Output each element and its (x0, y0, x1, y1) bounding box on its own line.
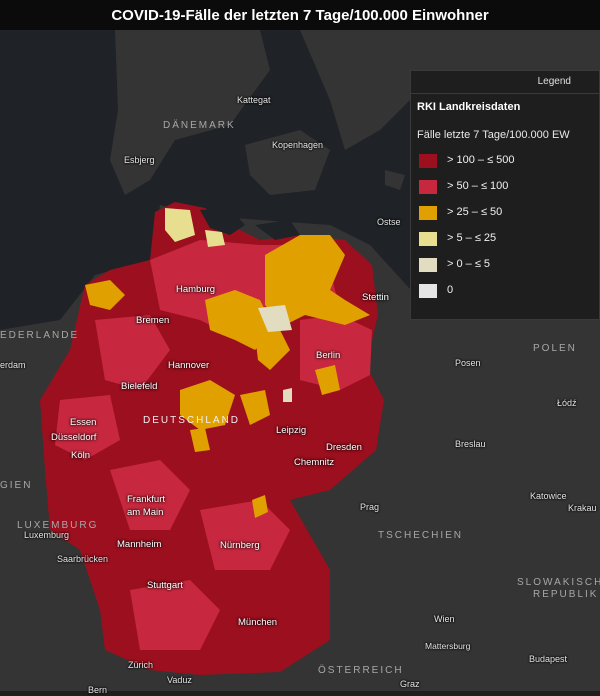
label-stettin: Stettin (362, 292, 389, 303)
legend-item-label: > 25 – ≤ 50 (447, 206, 503, 218)
region-mid-south (200, 500, 290, 570)
label-frankfurt: Frankfurt (127, 494, 166, 505)
label-chemnitz: Chemnitz (294, 457, 335, 468)
region-pale-center (283, 388, 292, 402)
legend-layer-title: RKI Landkreisdaten (417, 101, 521, 113)
label-muenchen: München (238, 617, 278, 628)
label-amsterdam: erdam (0, 360, 26, 370)
region-low-east (255, 330, 290, 370)
label-graz: Graz (400, 679, 420, 689)
bay-luebeck (255, 220, 300, 240)
map-title: COVID-19-Fälle der letzten 7 Tage/100.00… (111, 7, 489, 24)
label-mannheim: Mannheim (117, 539, 162, 550)
label-bremen: Bremen (136, 315, 170, 326)
label-breslau: Breslau (455, 439, 486, 449)
bay-kiel (200, 208, 245, 235)
label-polen: POLEN (533, 343, 577, 354)
label-zuerich: Zürich (128, 660, 154, 670)
legend-item: 0 (417, 281, 597, 301)
label-duesseldorf: Düsseldorf (51, 432, 97, 443)
legend-item-label: > 50 – ≤ 100 (447, 180, 509, 192)
legend-item: > 0 – ≤ 5 (417, 255, 597, 275)
label-belgien: GIEN (0, 480, 33, 491)
label-ostsee: Ostse (377, 217, 401, 227)
legend-subtitle: Fälle letzte 7 Tage/100.000 EW (417, 129, 570, 141)
legend-swatch (419, 154, 437, 168)
legend-swatch (419, 232, 437, 246)
label-hannover: Hannover (168, 360, 210, 371)
label-saarbruecken: Saarbrücken (57, 554, 109, 564)
label-republik: REPUBLIK (533, 589, 599, 600)
label-katowice: Katowice (530, 491, 567, 501)
legend-header[interactable]: Legend (411, 71, 599, 94)
legend-item-label: 0 (447, 284, 454, 296)
region-mid-center (110, 460, 190, 530)
region-mid-west (95, 315, 170, 390)
region-low-south (252, 495, 268, 518)
label-nuernberg: Nürnberg (220, 540, 260, 551)
label-hamburg: Hamburg (176, 284, 216, 295)
region-mid-bavaria (130, 580, 220, 650)
label-wien: Wien (434, 614, 455, 624)
region-low-harz (180, 380, 235, 430)
label-luxemburg-city: Luxemburg (24, 530, 70, 540)
label-dresden: Dresden (326, 442, 362, 453)
legend-item: > 5 – ≤ 25 (417, 229, 597, 249)
label-vaduz: Vaduz (167, 675, 192, 685)
label-niederlande: EDERLANDE (0, 330, 80, 341)
label-esbjerg: Esbjerg (124, 155, 155, 165)
label-bielefeld: Bielefeld (121, 381, 158, 392)
region-low-center (240, 390, 270, 425)
label-krakau: Krakau (568, 503, 597, 513)
legend-swatch (419, 284, 437, 298)
legend-panel[interactable]: Legend RKI Landkreisdaten Fälle letzte 7… (410, 70, 600, 320)
legend-swatch (419, 206, 437, 220)
label-oesterreich: ÖSTERREICH (318, 665, 404, 676)
label-am-main: am Main (127, 507, 164, 518)
region-low-ems (85, 280, 125, 310)
land-zealand (245, 130, 330, 195)
label-essen: Essen (70, 417, 97, 428)
label-berlin: Berlin (316, 350, 341, 361)
region-pale-mecklenburg (258, 305, 292, 332)
label-daenemark: DÄNEMARK (163, 120, 236, 131)
label-lodz: Łódź (557, 398, 577, 408)
legend-swatch (419, 180, 437, 194)
label-luxemburg-country: LUXEMBURG (17, 520, 99, 531)
region-pale-schleswig (165, 208, 195, 242)
label-kopenhagen: Kopenhagen (272, 140, 324, 150)
region-low-northeast (265, 235, 370, 325)
label-leipzig: Leipzig (276, 425, 307, 436)
label-koeln: Köln (71, 450, 91, 461)
label-stuttgart: Stuttgart (147, 580, 183, 591)
region-pale-kiel (205, 230, 225, 247)
region-mid-rhine (55, 395, 120, 460)
legend-item: > 50 – ≤ 100 (417, 177, 597, 197)
label-tschechien: TSCHECHIEN (378, 530, 464, 541)
legend-item-label: > 5 – ≤ 25 (447, 232, 497, 244)
label-deutschland: DEUTSCHLAND (143, 415, 241, 426)
legend-header-label: Legend (537, 76, 571, 87)
label-mattersburg: Mattersburg (425, 641, 471, 651)
legend-item-label: > 0 – ≤ 5 (447, 258, 491, 270)
label-posen: Posen (455, 358, 481, 368)
title-bar: COVID-19-Fälle der letzten 7 Tage/100.00… (0, 0, 600, 30)
land-denmark (110, 30, 270, 195)
region-low-berlin (315, 365, 340, 395)
label-kattegat: Kattegat (237, 95, 271, 105)
label-prag: Prag (360, 502, 380, 512)
legend-item: > 100 – ≤ 500 (417, 151, 597, 171)
label-budapest: Budapest (529, 654, 568, 664)
land-island (385, 170, 405, 190)
label-slowakische: SLOWAKISCHE (517, 577, 600, 588)
label-bern: Bern (88, 685, 108, 695)
legend-swatch (419, 258, 437, 272)
legend-item: > 25 – ≤ 50 (417, 203, 597, 223)
region-low-thuringia (190, 428, 210, 452)
legend-item-label: > 100 – ≤ 500 (447, 154, 515, 166)
